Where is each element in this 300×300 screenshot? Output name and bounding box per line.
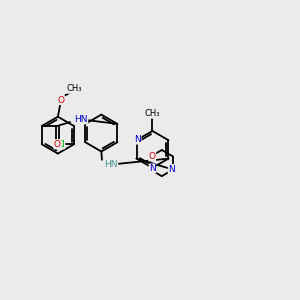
Text: HN: HN — [104, 160, 118, 169]
Text: O: O — [58, 96, 64, 105]
Text: N: N — [149, 164, 156, 173]
Text: N: N — [168, 164, 175, 173]
Text: Cl: Cl — [56, 140, 65, 149]
Text: CH₃: CH₃ — [145, 109, 160, 118]
Text: CH₃: CH₃ — [66, 84, 82, 93]
Text: O: O — [149, 152, 156, 161]
Text: HN: HN — [74, 115, 88, 124]
Text: N: N — [134, 135, 141, 144]
Text: O: O — [54, 140, 61, 149]
